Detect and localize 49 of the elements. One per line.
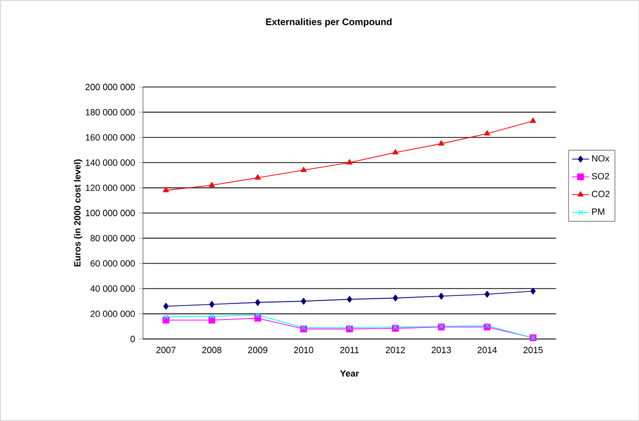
point: [209, 300, 214, 308]
y-tick-label: 0: [130, 336, 135, 342]
point: [392, 294, 398, 302]
y-axis-title: Euros (in 2000 cost level): [74, 159, 82, 266]
point: [163, 314, 168, 320]
legend-label: CO2: [592, 190, 610, 198]
x-tick-label: 2013: [432, 346, 451, 354]
point: [530, 288, 536, 295]
x-axis-title: Year: [340, 370, 359, 377]
legend-label: NOx: [592, 155, 610, 162]
x-tick-label: 2012: [386, 346, 405, 354]
y-tick-label: 60 000 000: [90, 260, 135, 267]
y-tick-label: 120 000 000: [86, 184, 135, 191]
x-tick-label: 2009: [248, 346, 268, 354]
point: [255, 299, 260, 306]
chart-title: Externalities per Compound: [266, 18, 392, 28]
point: [209, 314, 214, 319]
y-tick-label: 40 000 000: [90, 285, 135, 292]
y-tick-label: 20 000 000: [90, 310, 135, 317]
y-tick-label: 100 000 000: [86, 210, 135, 216]
point: [300, 166, 307, 172]
x-tick-label: 2015: [523, 346, 543, 354]
point: [346, 296, 352, 303]
y-tick-label: 180 000 000: [86, 109, 135, 116]
x-tick-label: 2010: [294, 346, 314, 354]
point: [208, 182, 215, 188]
point: [530, 118, 536, 123]
legend-label: SO2: [592, 172, 610, 180]
point: [438, 292, 444, 300]
point: [300, 298, 306, 305]
y-tick-label: 80 000 000: [90, 235, 135, 242]
x-tick-label: 2014: [478, 346, 497, 354]
point: [484, 130, 490, 136]
x-tick-label: 2007: [156, 346, 176, 354]
point: [254, 174, 261, 180]
x-tick-label: 2008: [202, 346, 222, 354]
point: [392, 149, 398, 154]
point: [208, 316, 216, 324]
point: [346, 159, 352, 164]
y-tick-label: 160 000 000: [86, 134, 135, 141]
point: [438, 140, 444, 146]
y-tick-label: 140 000 000: [86, 159, 135, 166]
point: [163, 302, 169, 310]
legend-label: PM: [592, 208, 604, 215]
point: [255, 312, 260, 318]
y-tick-label: 200 000 000: [86, 84, 135, 90]
point: [162, 186, 169, 192]
point: [484, 290, 490, 298]
x-tick-label: 2011: [340, 346, 359, 354]
